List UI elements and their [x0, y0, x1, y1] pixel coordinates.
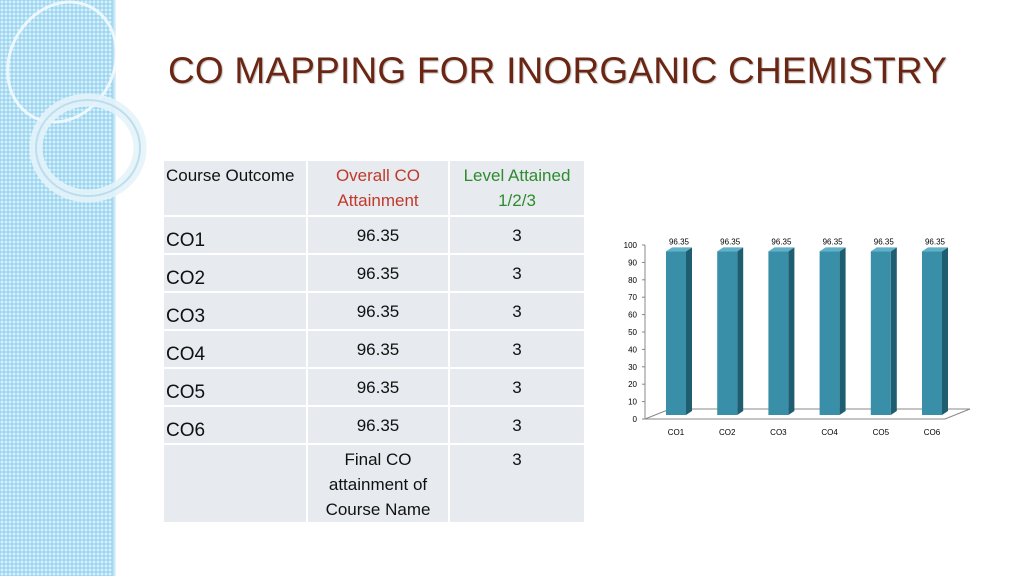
table-row: CO3 96.35 3 — [162, 291, 586, 331]
x-tick-label: CO2 — [719, 428, 736, 437]
level-cell: 3 — [448, 367, 586, 407]
y-tick-label: 30 — [628, 363, 637, 372]
y-tick-label: 40 — [628, 345, 637, 354]
course-outcome-cell: CO4 — [162, 329, 308, 369]
table-row: CO4 96.35 3 — [162, 329, 586, 369]
data-label: 96.35 — [925, 237, 946, 246]
x-tick-label: CO4 — [821, 428, 838, 437]
y-tick-label: 80 — [628, 276, 637, 285]
side-panel-edge — [112, 0, 116, 576]
table-row: CO5 96.35 3 — [162, 367, 586, 407]
bar — [666, 251, 686, 415]
y-tick-label: 70 — [628, 293, 637, 302]
course-outcome-cell: CO6 — [162, 405, 308, 445]
final-outcome-cell — [162, 443, 308, 524]
level-cell: 3 — [448, 405, 586, 445]
bar — [819, 251, 840, 415]
data-label: 96.35 — [669, 237, 690, 246]
table-header-row: Course Outcome Overall CO Attainment Lev… — [162, 159, 586, 217]
co-mapping-table: Course Outcome Overall CO Attainment Lev… — [162, 159, 586, 524]
attainment-cell: 96.35 — [306, 367, 450, 407]
course-outcome-cell: CO1 — [162, 215, 308, 255]
level-cell: 3 — [448, 215, 586, 255]
x-tick-label: CO3 — [770, 428, 787, 437]
bar-side — [890, 247, 897, 415]
header-overall-co-attainment: Overall CO Attainment — [306, 159, 450, 217]
table-row: CO6 96.35 3 — [162, 405, 586, 445]
attainment-cell: 96.35 — [306, 253, 450, 293]
bar — [717, 251, 738, 415]
level-cell: 3 — [448, 291, 586, 331]
bar-top — [819, 247, 846, 252]
final-level-cell: 3 — [448, 443, 586, 524]
y-tick-label: 100 — [624, 241, 638, 250]
chart-floor — [644, 408, 971, 420]
final-attainment-label: Final CO attainment of Course Name — [306, 443, 450, 524]
attainment-cell: 96.35 — [306, 291, 450, 331]
attainment-cell: 96.35 — [306, 215, 450, 255]
bar — [922, 251, 942, 415]
course-outcome-cell: CO5 — [162, 367, 308, 407]
table-row: CO2 96.35 3 — [162, 253, 586, 293]
level-cell: 3 — [448, 253, 586, 293]
header-course-outcome: Course Outcome — [162, 159, 308, 217]
x-tick-label: CO5 — [873, 428, 890, 437]
x-tick-label: CO1 — [668, 428, 685, 437]
data-label: 96.35 — [823, 237, 844, 246]
bar-side — [942, 247, 948, 415]
y-tick-label: 90 — [628, 258, 637, 267]
attainment-bar-chart: 0 10 20 30 40 50 60 70 80 90 100 96.35 CO1 96.35 CO2 96… — [600, 225, 980, 455]
slide-title: CO MAPPING FOR INORGANIC CHEMISTRY — [168, 50, 948, 91]
bar-top — [922, 247, 948, 252]
course-outcome-cell: CO3 — [162, 291, 308, 331]
data-label: 96.35 — [771, 237, 792, 246]
course-outcome-cell: CO2 — [162, 253, 308, 293]
decorative-rings — [6, 0, 147, 203]
bar-top — [768, 247, 795, 252]
level-cell: 3 — [448, 329, 586, 369]
bar-side — [737, 247, 744, 415]
header-level-attained: Level Attained 1/2/3 — [448, 159, 586, 217]
bar-side — [839, 247, 846, 415]
y-tick-label: 20 — [628, 380, 637, 389]
bar-top — [870, 247, 897, 252]
table-row: CO1 96.35 3 — [162, 215, 586, 255]
data-label: 96.35 — [720, 237, 741, 246]
bar-side — [686, 247, 692, 415]
final-attainment-row: Final CO attainment of Course Name 3 — [162, 443, 586, 524]
x-tick-label: CO6 — [924, 428, 941, 437]
y-tick-label: 50 — [628, 328, 637, 337]
bar — [768, 251, 789, 415]
bar — [870, 251, 891, 415]
data-label: 96.35 — [874, 237, 895, 246]
bar-chart-svg: 0 10 20 30 40 50 60 70 80 90 100 96.35 CO1 96.35 CO2 96… — [624, 237, 971, 437]
attainment-cell: 96.35 — [306, 329, 450, 369]
bar-top — [666, 247, 692, 252]
bar-side — [788, 247, 795, 415]
attainment-cell: 96.35 — [306, 405, 450, 445]
bar-top — [717, 247, 744, 252]
y-tick-label: 0 — [633, 415, 638, 424]
y-tick-label: 10 — [628, 398, 637, 407]
y-tick-label: 60 — [628, 311, 637, 320]
